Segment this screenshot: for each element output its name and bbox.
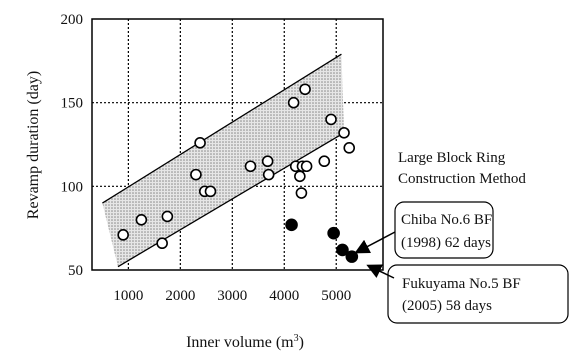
y-tick-label: 200: [61, 12, 84, 28]
open-data-point: [300, 160, 313, 173]
open-data-point: [325, 113, 337, 126]
open-data-point: [295, 187, 308, 199]
x-axis-title-sup: 3: [294, 333, 299, 344]
tick-labels: 1000 2000 3000 4000 5000 50 100 150 200: [61, 12, 352, 304]
y-tick-label: 100: [61, 179, 84, 195]
x-axis-title-close: ): [299, 334, 304, 351]
x-tick-label: 4000: [269, 288, 299, 304]
filled-data-point: [345, 250, 359, 263]
lower-trend-line: [117, 132, 345, 268]
x-axis-title: Inner volume (m3): [186, 333, 304, 351]
open-data-point: [318, 155, 331, 168]
open-data-point: [156, 237, 168, 250]
chiba-callout-box: [394, 201, 494, 259]
open-data-point: [262, 168, 275, 181]
filled-data-point: [285, 218, 298, 232]
open-data-point: [299, 83, 311, 96]
x-axis-title-main: Inner volume (m: [186, 334, 294, 351]
open-data-point: [194, 137, 206, 149]
open-data-point: [117, 229, 129, 241]
chiba-label-line-1: Chiba No.6 BF: [401, 212, 492, 228]
open-data-point: [190, 168, 202, 181]
open-data-point: [244, 160, 257, 173]
fukuyama-label-line-1: Fukuyama No.5 BF: [402, 276, 521, 292]
x-tick-label: 1000: [113, 288, 143, 304]
chiba-arrow: [354, 231, 396, 254]
filled-data-point: [336, 243, 349, 257]
y-tick-label: 150: [61, 96, 84, 112]
open-data-point: [261, 155, 274, 168]
open-data-point: [287, 96, 300, 109]
y-axis-title: Revamp duration (day): [25, 71, 42, 219]
open-data-point: [343, 142, 356, 154]
y-tick-label: 50: [68, 263, 83, 279]
x-tick-label: 2000: [165, 288, 195, 304]
chiba-label-line-2: (1998) 62 days: [401, 235, 491, 251]
upper-trend-line: [102, 53, 342, 204]
method-label-line-1: Large Block Ring: [398, 150, 506, 166]
open-data-point: [338, 126, 350, 139]
data-points: [117, 83, 359, 263]
open-data-point: [161, 210, 174, 223]
fukuyama-callout-box: [387, 264, 569, 324]
x-tick-label: 3000: [217, 288, 247, 304]
x-tick-label: 5000: [321, 288, 351, 304]
plot-frame: [91, 18, 384, 271]
fukuyama-label-line-2: (2005) 58 days: [402, 298, 492, 314]
open-data-point: [204, 185, 217, 198]
method-label-line-2: Construction Method: [398, 171, 526, 187]
filled-data-point: [327, 226, 340, 240]
open-data-point: [135, 214, 148, 226]
fukuyama-arrow: [366, 264, 395, 279]
open-data-point: [294, 170, 306, 183]
